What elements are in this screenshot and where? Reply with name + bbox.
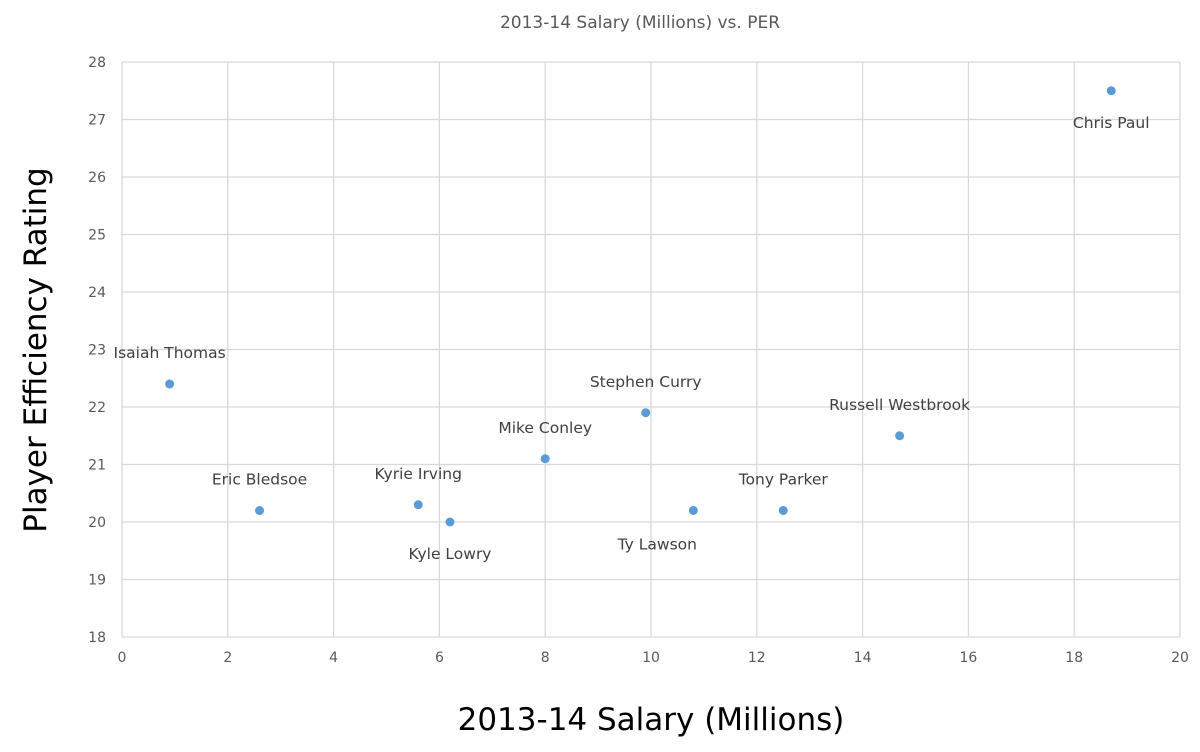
data-label: Russell Westbrook [829,396,970,414]
y-tick-label: 19 [88,573,106,589]
y-tick-label: 21 [88,458,106,474]
data-point [445,517,455,527]
data-label: Mike Conley [498,419,592,437]
data-point [688,506,698,515]
x-tick-label: 16 [959,650,977,666]
gridlines [121,61,1181,638]
x-tick-label: 10 [642,650,660,666]
data-point [641,408,651,418]
x-tick-label: 12 [748,650,766,666]
x-tick-label: 18 [1065,650,1083,666]
x-tick-label: 4 [329,650,338,666]
data-point [1106,86,1116,96]
y-tick-label: 28 [88,55,106,71]
y-tick-label: 22 [88,400,106,416]
data-label: Stephen Curry [590,373,702,391]
x-tick-label: 0 [118,650,127,666]
data-point [778,506,788,515]
data-point [540,454,550,464]
x-tick-label: 20 [1171,650,1189,666]
x-axis-title: 2013-14 Salary (Millions) [458,702,845,738]
data-label: Eric Bledsoe [212,471,307,489]
x-tick-label: 6 [435,650,444,666]
y-tick-label: 26 [88,170,106,186]
x-tick-label: 14 [854,650,872,666]
data-point [895,431,905,441]
y-tick-label: 20 [88,515,106,531]
y-tick-label: 25 [88,228,106,244]
data-point [413,500,423,510]
data-label: Isaiah Thomas [114,344,226,362]
y-tick-label: 27 [88,113,106,129]
y-axis-title: Player Efficiency Rating [18,167,54,532]
data-point [255,506,265,515]
data-points: Chris Paul Isaiah Thomas Eric Bledsoe Kyrie… [114,86,1150,563]
data-label: Tony Parker [738,471,829,489]
y-tick-label: 24 [88,285,106,301]
data-label: Kyrie Irving [375,465,462,483]
data-label: Kyle Lowry [408,545,491,563]
data-label: Chris Paul [1073,114,1150,132]
data-label: Ty Lawson [617,536,697,554]
chart-title: 2013-14 Salary (Millions) vs. PER [500,13,780,33]
y-tick-label: 18 [88,630,106,646]
y-tick-label: 23 [88,343,106,359]
data-point [165,379,175,389]
x-tick-label: 2 [223,650,232,666]
x-tick-label: 8 [541,650,550,666]
